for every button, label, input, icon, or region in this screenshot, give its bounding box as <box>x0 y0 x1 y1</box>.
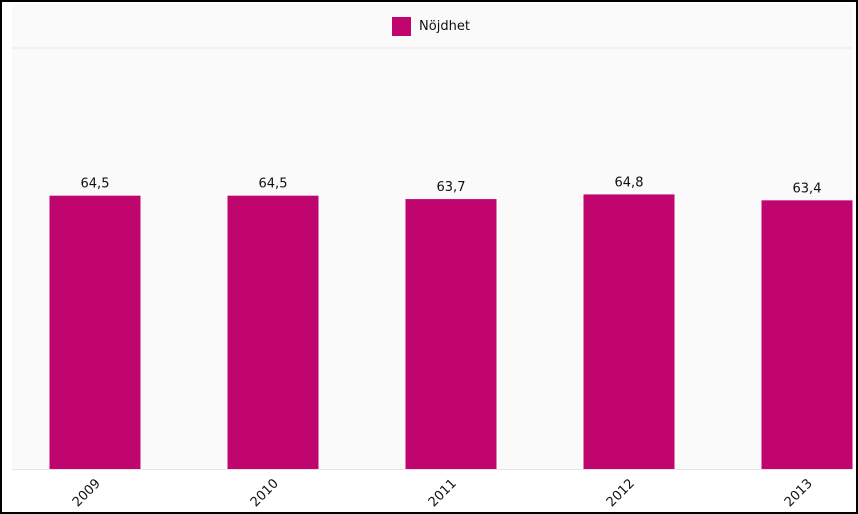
data-label-2011: 63,7 <box>437 180 466 195</box>
x-tick-label-2013: 2013 <box>782 476 816 510</box>
bar-2010[interactable] <box>227 195 319 469</box>
legend[interactable]: Nöjdhet <box>2 17 856 36</box>
bar-2012[interactable] <box>583 194 675 469</box>
x-tick-label-2009: 2009 <box>70 476 104 510</box>
bar-2009[interactable] <box>49 195 141 469</box>
data-label-2010: 64,5 <box>259 177 288 192</box>
data-label-2012: 64,8 <box>615 175 644 190</box>
x-tick-label-2012: 2012 <box>604 476 638 510</box>
data-label-2013: 63,4 <box>793 181 822 196</box>
x-tick-label-2010: 2010 <box>248 476 282 510</box>
x-tick-label-2011: 2011 <box>426 476 460 510</box>
legend-label: Nöjdhet <box>419 19 470 34</box>
bar-2013[interactable] <box>761 200 853 469</box>
legend-swatch <box>392 17 412 36</box>
bar-2011[interactable] <box>405 199 497 470</box>
data-label-2009: 64,5 <box>81 177 110 192</box>
